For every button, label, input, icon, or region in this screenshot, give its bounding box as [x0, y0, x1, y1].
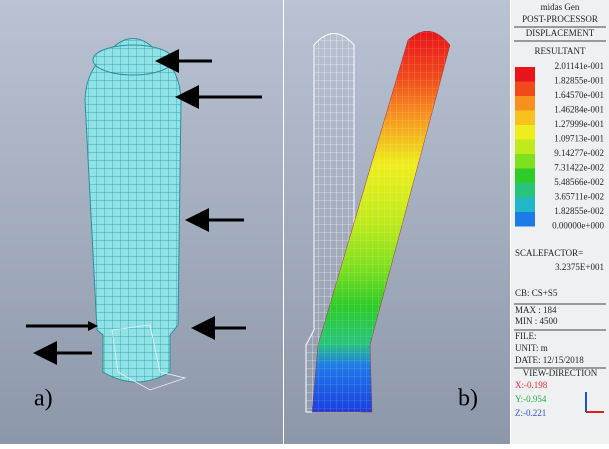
unit: UNIT: m — [515, 343, 548, 353]
view-component: Z:-0.221 — [515, 408, 546, 418]
view-title: VIEW-DIRECTION — [523, 368, 598, 378]
legend-swatch — [515, 140, 535, 155]
legend-swatch — [515, 183, 535, 198]
legend-value: 5.48566e-002 — [554, 177, 604, 187]
panel-label: a) — [34, 386, 53, 412]
legend-swatch — [515, 169, 535, 184]
date: DATE: 12/15/2018 — [515, 355, 584, 365]
max-node: MAX : 184 — [515, 305, 557, 315]
legend-swatch — [515, 111, 535, 126]
view-component: Y:-0.954 — [515, 394, 547, 404]
legend-value: 1.46284e-001 — [554, 105, 604, 115]
legend-value: 0.00000e+000 — [552, 221, 604, 231]
legend-value: 1.64570e-001 — [554, 90, 604, 100]
panel-label: b) — [458, 386, 478, 412]
component-name: RESULTANT — [535, 46, 586, 56]
legend-value: 1.27999e-001 — [554, 119, 604, 129]
legend-value: 3.65711e-002 — [555, 192, 604, 202]
legend-value: 1.82855e-002 — [554, 206, 604, 216]
file: FILE: — [515, 331, 537, 341]
legend-swatch — [515, 154, 535, 169]
legend-value: 2.01141e-001 — [555, 61, 604, 71]
scalefactor-title: SCALEFACTOR= — [515, 248, 583, 258]
load-case: CB: CS+S5 — [515, 288, 558, 298]
legend-value: 7.31422e-002 — [554, 163, 604, 173]
legend-swatch — [515, 212, 535, 227]
legend-swatch — [515, 96, 535, 111]
legend-swatch — [515, 125, 535, 140]
view-component: X:-0.198 — [515, 380, 548, 390]
screenshot: a) b) midas Gen POST-PROCESSOR DISPLACEM… — [0, 0, 609, 444]
legend-value: 1.82855e-001 — [554, 76, 604, 86]
result-name: DISPLACEMENT — [526, 28, 595, 38]
scalefactor: 3.2375E+001 — [555, 262, 604, 272]
legend-swatch — [515, 198, 535, 213]
legend-value: 1.09713e-001 — [554, 134, 604, 144]
legend-value: 9.14277e-002 — [554, 148, 604, 158]
legend-swatch — [515, 67, 535, 82]
module-name: POST-PROCESSOR — [522, 14, 598, 24]
min-node: MIN : 4500 — [515, 316, 558, 326]
legend-swatch — [515, 82, 535, 97]
program-name: midas Gen — [541, 2, 580, 12]
